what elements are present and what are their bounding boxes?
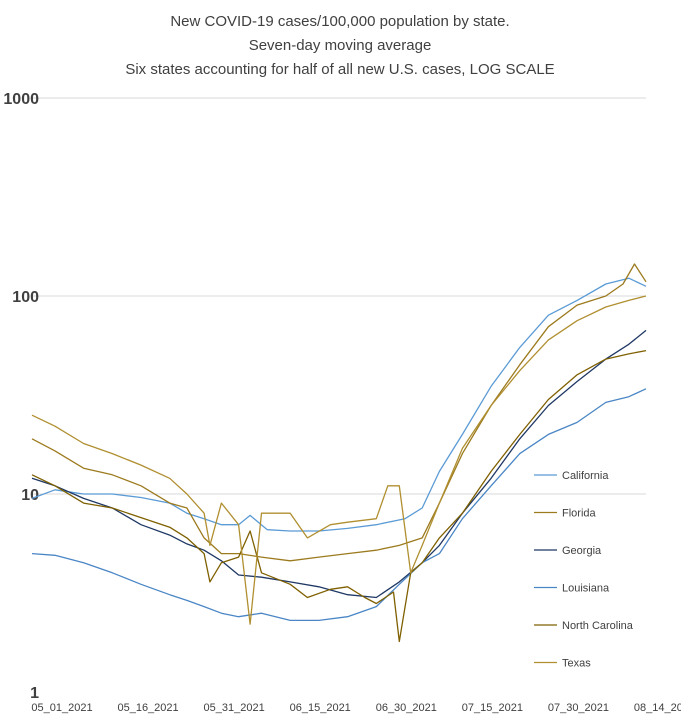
legend: California Florida Georgia Louisiana North C…: [534, 470, 634, 670]
chart-title: New COVID-19 cases/100,000 population by…: [125, 13, 554, 78]
x-tick-label: 07_15_2021: [462, 702, 523, 714]
series-lines: [31, 263, 647, 643]
x-axis-ticks: 05_01_2021 05_16_2021 05_31_2021 06_15_2021…: [31, 702, 681, 714]
legend-label: North Carolina: [562, 620, 634, 632]
y-axis-ticks: 1 10 100 1000: [3, 91, 39, 702]
x-tick-label: 06_30_2021: [376, 702, 437, 714]
series-line-louisiana: [31, 388, 647, 622]
series-line-california: [31, 277, 647, 532]
legend-label: Texas: [562, 658, 591, 670]
x-tick-label: 05_01_2021: [31, 702, 92, 714]
y-tick-label: 10: [21, 487, 39, 504]
gridlines: [32, 97, 646, 495]
title-line-1: New COVID-19 cases/100,000 population by…: [170, 13, 509, 30]
x-tick-label: 05_31_2021: [204, 702, 265, 714]
series-line-north-carolina: [31, 349, 647, 643]
series-line-florida: [31, 263, 647, 562]
title-line-3: Six states accounting for half of all ne…: [125, 61, 554, 78]
x-tick-label: 08_14_2021: [634, 702, 681, 714]
x-tick-label: 05_16_2021: [117, 702, 178, 714]
series-line-georgia: [31, 329, 647, 599]
series-line-texas: [31, 295, 647, 625]
title-line-2: Seven-day moving average: [249, 37, 432, 54]
legend-label: Louisiana: [562, 583, 610, 595]
y-tick-label: 1000: [3, 91, 39, 108]
legend-label: California: [562, 470, 609, 482]
legend-label: Florida: [562, 508, 597, 520]
x-tick-label: 06_15_2021: [290, 702, 351, 714]
legend-label: Georgia: [562, 545, 602, 557]
x-tick-label: 07_30_2021: [548, 702, 609, 714]
y-tick-label: 100: [12, 289, 39, 306]
y-tick-label: 1: [30, 685, 39, 702]
